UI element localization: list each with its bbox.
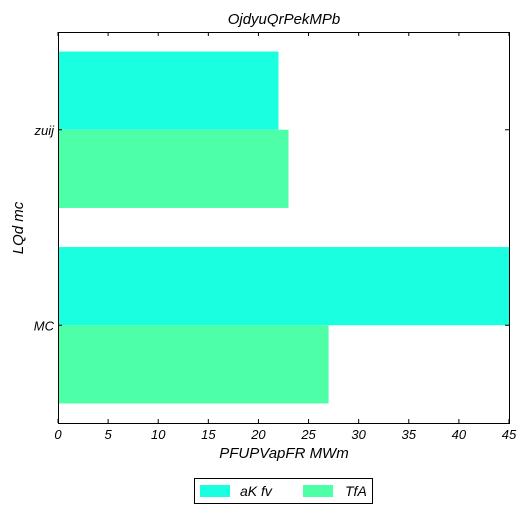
legend-label: aK fv	[240, 483, 273, 499]
x-tick-label: 5	[104, 427, 112, 442]
y-tick-label: zuij	[33, 123, 55, 138]
chart-title: OjdyuQrPekMPb	[228, 11, 341, 28]
bar-aK-fv-zuij	[58, 51, 279, 130]
legend-swatch	[200, 485, 230, 497]
x-tick-label: 30	[351, 427, 366, 442]
legend-swatch	[303, 485, 333, 497]
legend-label: TfA	[345, 483, 367, 499]
x-axis-label: PFUPVapFR MWm	[219, 445, 348, 462]
x-axis: 0 5 10 15 20 25 30 35 40 45	[54, 32, 517, 442]
bars-group	[58, 51, 509, 404]
y-axis-label: LQd mc	[10, 201, 27, 254]
bar-TfA-zuij	[58, 129, 289, 208]
legend: aK fv TfA	[194, 478, 373, 504]
plot-area-frame	[58, 32, 510, 424]
y-tick-label: MC	[34, 318, 55, 333]
x-tick-label: 20	[250, 427, 266, 442]
y-axis: MC zuij	[33, 123, 509, 333]
bar-aK-fv-MC	[58, 247, 509, 326]
x-tick-label: 35	[402, 427, 417, 442]
x-tick-label: 40	[452, 427, 467, 442]
x-tick-label: 15	[201, 427, 216, 442]
x-tick-label: 10	[151, 427, 166, 442]
x-tick-label: 0	[54, 427, 62, 442]
bar-TfA-MC	[58, 325, 329, 404]
x-tick-label: 45	[502, 427, 517, 442]
x-tick-label: 25	[300, 427, 316, 442]
